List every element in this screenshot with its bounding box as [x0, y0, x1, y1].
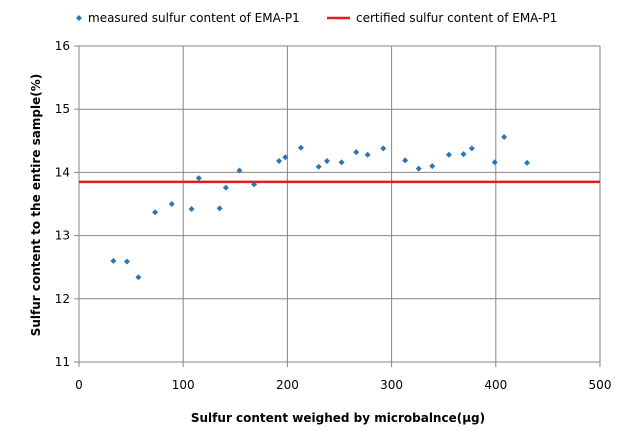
data-point-marker [338, 159, 345, 166]
data-point-marker [135, 274, 142, 281]
y-tick-label: 11 [55, 355, 70, 369]
grid [78, 45, 601, 363]
y-tick-label: 16 [55, 39, 70, 53]
data-point-marker [460, 151, 467, 158]
x-tick-label: 100 [172, 378, 195, 392]
x-axis-title: Sulfur content weighed by microbalnce(µg… [191, 411, 485, 425]
data-point-marker [524, 159, 531, 166]
data-point-marker [491, 159, 498, 166]
data-point-marker [276, 158, 283, 165]
x-tick-label: 300 [380, 378, 403, 392]
legend-label-measured: measured sulfur content of EMA-P1 [88, 11, 300, 25]
data-point-marker [152, 209, 159, 216]
data-point-marker [236, 167, 243, 174]
data-point-marker [364, 151, 371, 158]
y-tick-label: 15 [55, 102, 70, 116]
data-point-marker [123, 258, 130, 265]
axes [74, 45, 601, 367]
data-point-marker [445, 151, 452, 158]
y-axis-title: Sulfur content to the entire sample(%) [29, 74, 43, 337]
data-point-marker [323, 158, 330, 165]
x-tick-label: 0 [75, 378, 83, 392]
y-tick-label: 13 [55, 229, 70, 243]
data-points [110, 134, 531, 281]
y-tick-label: 12 [55, 292, 70, 306]
data-point-marker [429, 163, 436, 170]
data-point-marker [282, 154, 289, 161]
y-tick-label: 14 [55, 165, 70, 179]
data-point-marker [501, 134, 508, 141]
data-point-marker [353, 149, 360, 156]
data-point-marker [468, 145, 475, 152]
legend-label-certified: certified sulfur content of EMA-P1 [356, 11, 557, 25]
data-point-marker [251, 181, 258, 188]
data-point-marker [402, 157, 409, 164]
data-point-marker [216, 205, 223, 212]
tick-labels: 11 12 13 14 15 16 0 100 200 300 400 500 [55, 39, 612, 392]
data-point-marker [415, 165, 422, 172]
data-point-marker [195, 175, 202, 182]
data-point-marker [297, 144, 304, 151]
data-point-marker [188, 206, 195, 213]
legend-marker-measured [76, 15, 82, 21]
data-point-marker [110, 257, 117, 264]
legend: measured sulfur content of EMA-P1 certif… [76, 11, 557, 25]
x-tick-label: 500 [589, 378, 612, 392]
data-point-marker [222, 184, 229, 191]
data-point-marker [380, 145, 387, 152]
x-tick-label: 400 [484, 378, 507, 392]
x-tick-label: 200 [276, 378, 299, 392]
data-point-marker [168, 201, 175, 207]
data-point-marker [315, 163, 322, 170]
